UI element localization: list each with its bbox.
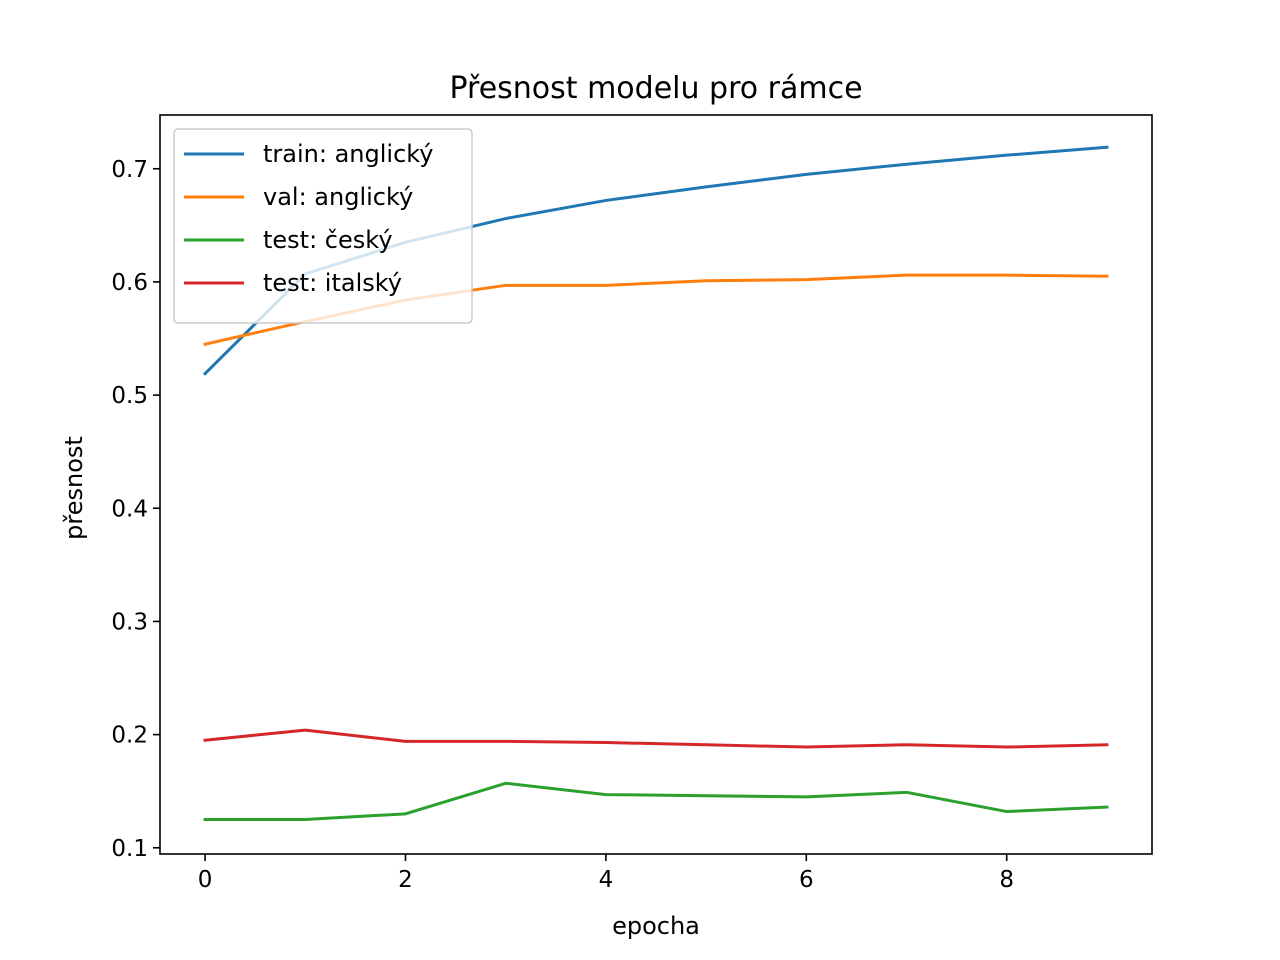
y-tick-label: 0.4 (111, 496, 148, 522)
legend: train: anglický val: anglický test: český t… (173, 128, 473, 324)
x-axis-label: epocha (612, 912, 700, 940)
legend-label: test: český (263, 226, 393, 254)
x-tick-label: 4 (599, 867, 614, 893)
axes-frame (159, 114, 1153, 855)
x-tick-label: 2 (398, 867, 413, 893)
legend-label: test: italský (263, 269, 402, 297)
x-tick-label: 0 (198, 867, 213, 893)
y-axis-label: přesnost (60, 436, 88, 540)
legend-box (173, 128, 473, 324)
y-tick-label: 0.6 (111, 270, 148, 296)
series-line-3 (203, 728, 1109, 749)
plot-area: 0 2 4 6 8 0.1 0.2 0.3 0.4 0.5 0.6 0.7 train: anglick… (111, 114, 1153, 893)
y-tick-label: 0.3 (111, 609, 148, 635)
series-line-2 (203, 781, 1109, 821)
x-tick-label: 6 (799, 867, 814, 893)
y-tick-label: 0.5 (111, 383, 148, 409)
y-tick-label: 0.2 (111, 723, 148, 749)
legend-label: train: anglický (263, 140, 434, 168)
legend-label: val: anglický (263, 183, 413, 211)
y-tick-label: 0.1 (111, 836, 148, 862)
chart-title: Přesnost modelu pro rámce (449, 71, 862, 106)
y-tick-label: 0.7 (111, 157, 148, 183)
x-tick-label: 8 (999, 867, 1014, 893)
